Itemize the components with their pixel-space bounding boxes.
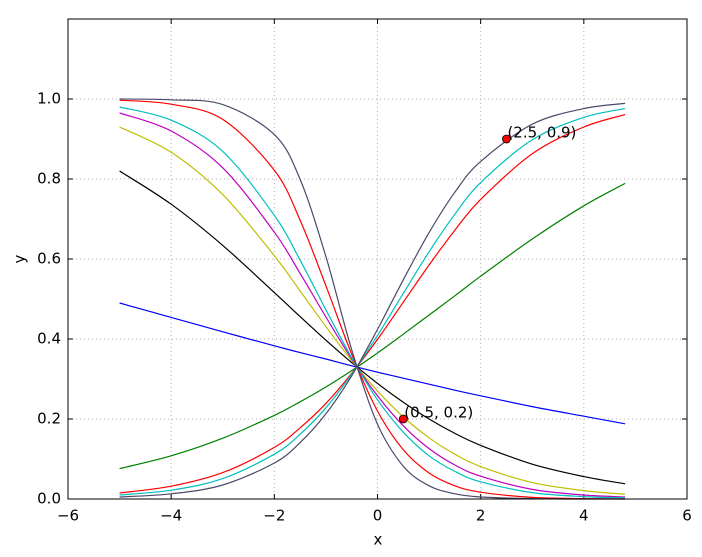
point-label: (0.5, 0.2)	[404, 404, 473, 422]
line-series	[119, 112, 626, 498]
line-series	[119, 102, 626, 498]
line-series	[119, 98, 626, 500]
y-tick-label: 0.2	[37, 410, 61, 428]
line-series	[119, 126, 626, 495]
y-tick-label: 0.8	[37, 170, 61, 188]
point-label: (2.5, 0.9)	[507, 124, 576, 142]
line-series	[119, 170, 626, 485]
x-axis-label: x	[374, 531, 383, 549]
point	[398, 414, 408, 424]
x-tick-label: −4	[160, 507, 182, 525]
x-tick-label: 6	[682, 507, 692, 525]
line-series	[119, 114, 626, 494]
y-axis-label: y	[11, 254, 29, 263]
x-tick-label: −2	[263, 507, 285, 525]
plot-frame	[67, 18, 688, 500]
y-tick-label: 0.6	[37, 250, 61, 268]
y-tick-label: 0.0	[37, 490, 61, 508]
point	[502, 134, 511, 144]
x-tick-label: −6	[57, 507, 79, 525]
x-tick-label: 2	[476, 507, 486, 525]
line-series	[119, 108, 626, 496]
x-tick-label: 4	[579, 507, 589, 525]
line-series	[119, 182, 626, 470]
line-series	[119, 106, 626, 499]
line-series	[119, 302, 626, 425]
y-tick-label: 1.0	[37, 90, 61, 108]
x-tick-label: 0	[373, 507, 383, 525]
line-series	[119, 99, 626, 500]
y-tick-label: 0.4	[37, 330, 61, 348]
